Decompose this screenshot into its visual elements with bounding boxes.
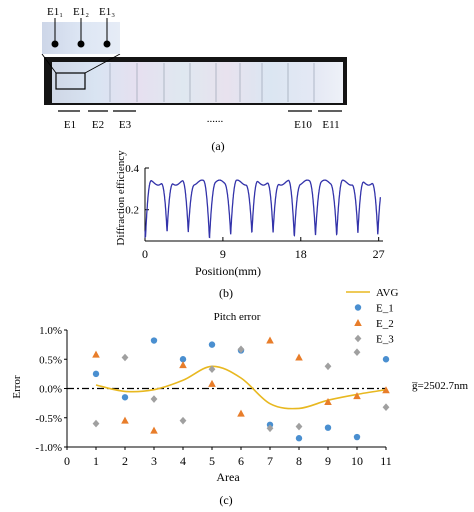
data-point-e2 bbox=[208, 379, 216, 387]
x-tick-label: 9 bbox=[325, 454, 331, 468]
legend-label: E_2 bbox=[376, 318, 394, 330]
grating-strip bbox=[52, 62, 343, 103]
zoom-line-right bbox=[84, 53, 121, 74]
region-label-e3: E3 bbox=[119, 119, 132, 131]
chart-legend: AVG E_1 E_2 E_3 bbox=[346, 287, 398, 346]
panel-c-caption: (c) bbox=[219, 493, 232, 507]
zoom-line-left bbox=[41, 53, 57, 74]
panel-c-xlabel: Area bbox=[216, 470, 240, 484]
data-point-e2 bbox=[179, 361, 187, 369]
data-point-e1 bbox=[208, 341, 216, 348]
data-point-e3 bbox=[179, 416, 187, 425]
region-label-e10: E10 bbox=[294, 119, 312, 131]
data-point-e3 bbox=[266, 424, 274, 433]
panel-a-caption: (a) bbox=[211, 139, 224, 153]
data-point-e3 bbox=[92, 419, 100, 428]
x-tick-label: 18 bbox=[295, 247, 307, 261]
legend-swatch-e2 bbox=[354, 319, 362, 326]
data-point-e2 bbox=[353, 392, 361, 400]
data-point-e1 bbox=[353, 433, 361, 441]
data-point-e1 bbox=[121, 394, 129, 401]
data-point-e2 bbox=[266, 336, 274, 344]
region-label-e1: E1 bbox=[64, 119, 76, 131]
legend-label: E_3 bbox=[376, 334, 394, 346]
data-point-e2 bbox=[150, 426, 158, 434]
panel-b-ylabel: Diffraction efficiency bbox=[115, 150, 127, 246]
x-tick-label: 7 bbox=[267, 454, 273, 468]
e1-highlight-box bbox=[55, 72, 86, 90]
panel-b-ticks: 0 9 18 27 0.2 0.4 bbox=[125, 163, 384, 261]
inset-label-e1-3: E1₃ bbox=[99, 6, 115, 18]
data-point-e3 bbox=[208, 365, 216, 373]
panel-b-xlabel: Position(mm) bbox=[195, 264, 261, 278]
y-tick-label: 0.4 bbox=[125, 163, 139, 175]
data-point-e2 bbox=[382, 386, 390, 394]
x-tick-label: 1 bbox=[93, 454, 99, 468]
grating-region-dividers bbox=[109, 63, 315, 102]
panel-a: E1₁ E1₂ E1₃ E1 E2 E3 ...... E10 E11 (a) bbox=[41, 6, 347, 153]
data-point-e2 bbox=[237, 409, 245, 417]
data-point-e3 bbox=[295, 422, 303, 431]
legend-swatch-e1 bbox=[354, 304, 362, 311]
y-tick-label: 1.0% bbox=[39, 325, 62, 337]
data-point-e1 bbox=[179, 356, 187, 363]
y-tick-label: -1.0% bbox=[35, 442, 62, 454]
data-point-e1 bbox=[382, 356, 390, 363]
x-tick-label: 8 bbox=[296, 454, 302, 468]
y-tick-label: 0.2 bbox=[125, 205, 139, 217]
inset-label-e1-2: E1₂ bbox=[73, 6, 89, 18]
y-tick-label: 0.5% bbox=[39, 354, 62, 366]
avg-series-curve bbox=[95, 365, 387, 410]
data-point-e3 bbox=[237, 345, 245, 354]
panel-b-caption: (b) bbox=[219, 286, 233, 300]
region-label-e11: E11 bbox=[322, 119, 339, 131]
data-point-e2 bbox=[324, 397, 332, 405]
panel-c-title: Pitch error bbox=[214, 311, 261, 323]
error-series-markers bbox=[92, 336, 390, 442]
x-tick-label: 0 bbox=[142, 247, 148, 261]
x-tick-label: 10 bbox=[351, 454, 363, 468]
panel-c-ylabel: Error bbox=[11, 375, 23, 399]
data-point-e1 bbox=[150, 337, 158, 344]
data-point-e2 bbox=[92, 350, 100, 358]
region-label-e2: E2 bbox=[92, 119, 104, 131]
data-point-e3 bbox=[353, 348, 361, 357]
region-label-ellipsis: ...... bbox=[207, 113, 224, 125]
data-point-e3 bbox=[382, 403, 390, 412]
data-point-e1 bbox=[295, 435, 303, 442]
efficiency-series-line bbox=[144, 179, 382, 239]
data-point-e2 bbox=[121, 416, 129, 424]
reference-line-label: g̅=2502.7nm bbox=[412, 380, 469, 392]
legend-swatch-e3 bbox=[354, 334, 362, 343]
panel-b: 0 9 18 27 0.2 0.4 Position(mm) Diffraction ef… bbox=[115, 150, 385, 300]
x-tick-label: 6 bbox=[238, 454, 244, 468]
inset-markers bbox=[51, 18, 111, 48]
x-tick-label: 4 bbox=[180, 454, 186, 468]
x-tick-label: 5 bbox=[209, 454, 215, 468]
y-tick-label: 0.0% bbox=[39, 384, 62, 396]
data-point-e3 bbox=[121, 353, 129, 362]
x-tick-label: 3 bbox=[151, 454, 157, 468]
inset-label-e1-1: E1₁ bbox=[47, 6, 63, 18]
y-tick-label: -0.5% bbox=[35, 413, 62, 425]
x-tick-label: 27 bbox=[373, 247, 385, 261]
x-tick-label: 0 bbox=[64, 454, 70, 468]
legend-label: E_1 bbox=[376, 303, 394, 315]
legend-label: AVG bbox=[376, 287, 398, 299]
data-point-e1 bbox=[92, 370, 100, 378]
data-point-e3 bbox=[150, 395, 158, 403]
data-point-e2 bbox=[295, 353, 303, 361]
panel-c-ticks: 0 1 2 3 4 5 6 7 8 9 10 11 1.0% 0.5% 0.0% -0.5% -1.0% bbox=[35, 325, 391, 468]
x-tick-label: 9 bbox=[220, 247, 226, 261]
panel-c: 0 1 2 3 4 5 6 7 8 9 10 11 1.0% 0.5% 0.0% -0.5% -1.0% Pit… bbox=[11, 287, 468, 507]
panel-b-axes bbox=[144, 168, 383, 242]
x-tick-label: 2 bbox=[122, 454, 128, 468]
data-point-e1 bbox=[324, 424, 332, 431]
data-point-e3 bbox=[324, 362, 332, 371]
x-tick-label: 11 bbox=[380, 454, 392, 468]
